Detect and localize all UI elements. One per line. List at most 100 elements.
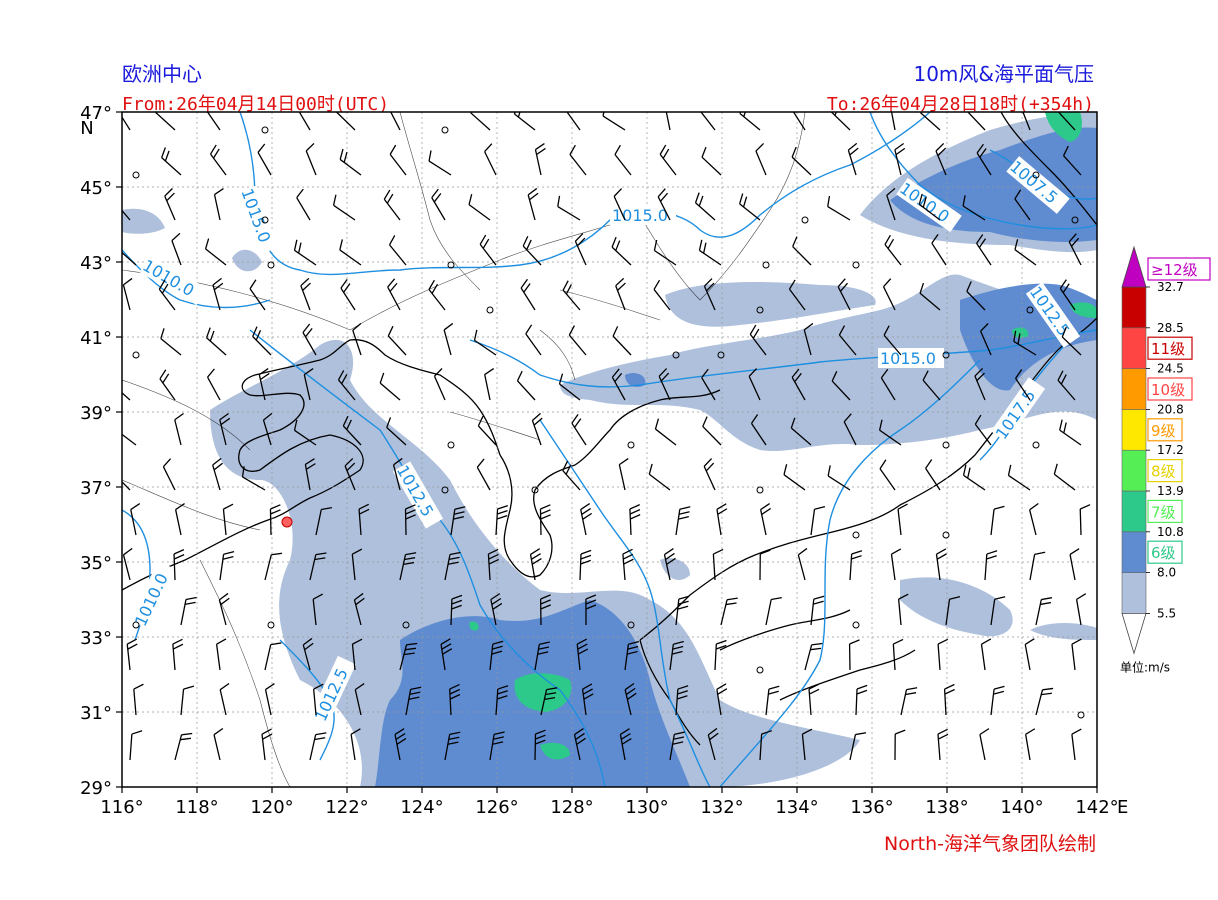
calm-wind-marker [1071, 216, 1079, 224]
borders [122, 112, 806, 787]
wind-barb [624, 682, 637, 716]
wind-barb [760, 503, 771, 536]
wind-barb [558, 373, 581, 401]
wind-barb [293, 419, 317, 446]
colorbar-level-label: 10级 [1151, 381, 1185, 399]
wind-barb [399, 552, 417, 581]
y-unit-label: N [80, 118, 93, 139]
wind-barb [883, 325, 902, 356]
isobar-label: 1015.0 [612, 206, 668, 225]
wind-barb [900, 687, 918, 716]
wind-barb [204, 238, 227, 266]
colorbar-bin [1121, 531, 1147, 573]
coastlines [122, 112, 1097, 746]
wind-barb [1057, 370, 1076, 401]
wind-barb [484, 143, 497, 176]
wind-barb [444, 731, 461, 761]
calm-wind-marker [441, 486, 449, 494]
wind-barb [712, 548, 724, 581]
wind-barb [855, 684, 868, 716]
wind-barb [576, 638, 589, 671]
wind-barb [525, 324, 542, 356]
wind-barb [431, 188, 446, 221]
x-axis: 116° 118° 120° 122° 124° 126° 128° 130° 132° 134°… [100, 787, 1128, 818]
wind-barb [945, 595, 961, 626]
colorbar-threshold-label: 24.5 [1157, 362, 1184, 376]
wind-barb [252, 326, 272, 356]
wind-barb [614, 144, 632, 176]
wind-barb [315, 507, 332, 536]
wind-barb [701, 368, 716, 401]
wind-barb [810, 505, 826, 536]
wind-barb [264, 642, 282, 671]
wind-barb [613, 188, 626, 221]
x-tick-label: 140° [1000, 797, 1043, 818]
wind-barb [387, 112, 401, 131]
wind-barb [653, 239, 677, 266]
wind-barb [1025, 728, 1036, 761]
wind-barb [897, 503, 908, 536]
wind-barb [387, 278, 401, 311]
x-tick-label: 134° [775, 797, 818, 818]
wind-barb [264, 683, 275, 716]
calm-wind-marker [447, 441, 455, 449]
wind-barb [335, 112, 356, 131]
x-tick-label: 128° [550, 797, 593, 818]
wind-barb [1014, 189, 1031, 221]
colorbar-bin [1121, 490, 1147, 533]
wind-barb [302, 323, 317, 356]
wind-barb [831, 371, 851, 401]
wind-barb [342, 415, 362, 446]
wind-barb [562, 460, 581, 491]
wind-barb [180, 685, 195, 716]
wind-barb [122, 199, 131, 221]
calm-wind-marker [132, 621, 140, 629]
colorbar-level-label: 11级 [1151, 340, 1185, 358]
colorbar-level-box [1147, 540, 1183, 564]
calm-wind-marker [801, 216, 809, 224]
wind-barb [158, 279, 176, 311]
wind-barb [122, 471, 131, 491]
wind-barb [843, 413, 857, 446]
wind-barb [581, 683, 594, 716]
wind-barb [698, 112, 716, 131]
colorbar-level-box [1147, 418, 1183, 442]
wind-barb [925, 459, 941, 491]
product-title: 10m风&海平面气压 [913, 62, 1094, 86]
wind-barb [894, 142, 906, 176]
wind-barb [886, 187, 896, 221]
wind-barb [122, 428, 137, 446]
wind-barb [1007, 464, 1031, 491]
wind-barb [790, 417, 812, 446]
wind-barb [172, 638, 184, 671]
y-tick-label: 37° [80, 478, 112, 499]
wind-barb [487, 548, 500, 581]
wind-barb [129, 730, 143, 761]
wind-barb [935, 142, 947, 176]
wind-barb [919, 282, 941, 311]
wind-barb [527, 187, 539, 221]
colorbar: 5.5 8.0 10.8 13.9 17.2 20.8 24.5 28.5 32.7 6级 7级 8级… [1120, 245, 1211, 674]
wind-barb [897, 593, 909, 626]
wind-barb [300, 277, 311, 311]
wind-barb [882, 278, 896, 311]
wind-barb [206, 368, 221, 401]
wind-barb [389, 144, 407, 176]
y-tick-label: 31° [80, 703, 112, 724]
wind-barb [827, 195, 851, 221]
wind-barb [303, 367, 314, 401]
calm-wind-marker [441, 126, 449, 134]
wind-barb [296, 112, 311, 131]
wind-barb [962, 464, 986, 491]
wind-barb [450, 506, 466, 536]
wind-barb [919, 112, 941, 131]
wind-barb [209, 144, 227, 176]
wind-barb [849, 732, 867, 761]
wind-barb [976, 143, 992, 176]
calm-wind-marker [627, 621, 635, 629]
wind-barb [159, 369, 176, 401]
wind-barb [612, 326, 632, 356]
colorbar-level-box [1147, 499, 1183, 523]
location-marker [281, 516, 293, 528]
wind-barb [399, 642, 418, 671]
